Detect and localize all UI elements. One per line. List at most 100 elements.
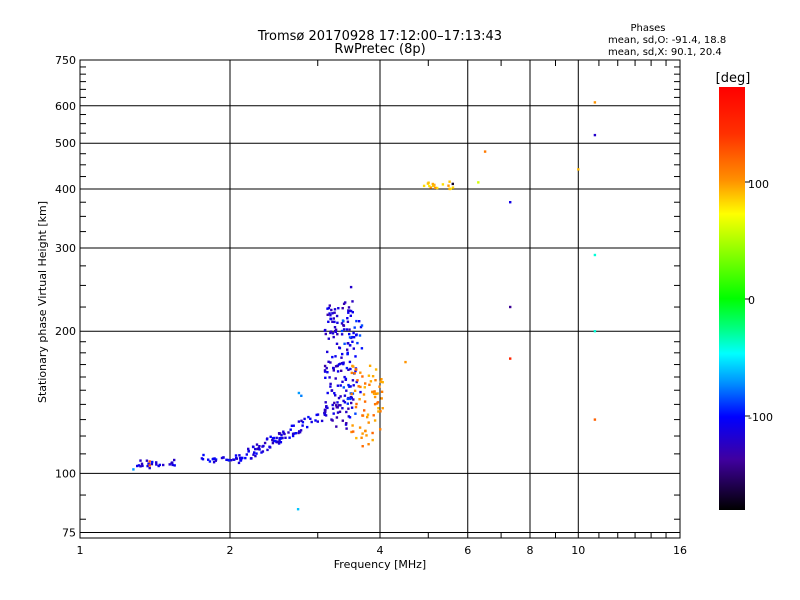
data-point [363,386,366,389]
data-point [364,382,367,385]
data-point [289,428,292,431]
data-point [509,305,512,309]
data-point [329,317,332,320]
data-point [327,360,330,363]
data-point [349,309,353,313]
data-point [244,456,247,460]
data-point [252,453,255,456]
data-point [340,329,344,333]
data-point [220,456,224,460]
data-point [327,337,330,340]
data-point [368,383,371,386]
data-point [359,390,362,394]
data-point [341,380,344,383]
data-point [137,464,141,467]
data-point [277,440,280,443]
data-point [202,453,205,457]
data-point [363,409,366,412]
data-point [331,407,335,410]
data-point [333,326,337,329]
data-point [333,401,336,405]
data-point [332,317,335,320]
data-point [274,439,277,443]
data-point [451,182,454,186]
data-point [297,391,301,395]
data-point [341,307,344,310]
grid-lines [80,59,680,538]
data-point [351,379,355,382]
data-point [341,419,344,422]
data-point [345,410,348,414]
data-point [371,438,374,442]
data-point [350,401,353,405]
data-point [260,451,263,454]
data-point [324,410,327,413]
data-point [253,451,256,454]
data-point [238,454,241,457]
data-point [323,364,327,368]
data-point [358,398,361,401]
data-point [280,433,283,437]
data-point [326,406,329,410]
data-point [354,405,358,409]
data-point [212,461,216,464]
data-point [448,187,451,190]
data-point [337,363,341,366]
data-point [332,412,335,415]
data-point [377,410,380,413]
data-point [351,392,355,395]
data-point [593,418,597,421]
data-point [427,181,430,184]
data-point [483,150,487,153]
data-point [326,307,329,310]
data-point [279,441,283,444]
data-point [361,445,364,448]
data-point [309,417,312,420]
data-point [432,184,435,187]
data-point [294,432,297,435]
data-point [374,368,378,371]
data-point [328,376,331,379]
data-point [378,385,381,388]
data-point [358,320,361,323]
y-tick-label: 300 [55,242,76,255]
data-point [258,448,261,451]
data-point [339,395,342,398]
data-point [353,372,356,375]
data-point [360,436,363,439]
data-point [346,397,349,401]
data-point [328,304,331,307]
data-point [272,436,276,440]
data-point [449,187,452,190]
data-point [347,306,351,309]
data-point [208,460,212,463]
data-point [434,186,437,189]
data-point [509,201,512,204]
data-point [355,333,358,336]
data-point [436,186,439,190]
data-point [148,460,151,463]
data-point [324,408,327,411]
data-point [373,419,377,422]
data-point [266,448,269,452]
data-point [307,415,310,419]
data-point [355,368,358,371]
data-point [358,334,362,337]
data-point [235,457,238,460]
data-point [358,426,362,429]
data-point [316,420,319,423]
data-point [404,360,407,364]
colorbar-tick-label: -100 [748,411,773,424]
data-point [299,429,303,432]
data-point [351,340,354,343]
data-point [332,369,335,372]
data-point [344,423,348,426]
data-point [362,393,366,396]
data-point [346,317,349,320]
data-point [245,453,248,456]
data-point [247,447,250,451]
chart-title: Tromsø 20170928 17:12:00–17:13:43 [257,29,502,44]
data-point [291,432,295,435]
data-point [354,355,357,358]
data-point [340,322,344,325]
